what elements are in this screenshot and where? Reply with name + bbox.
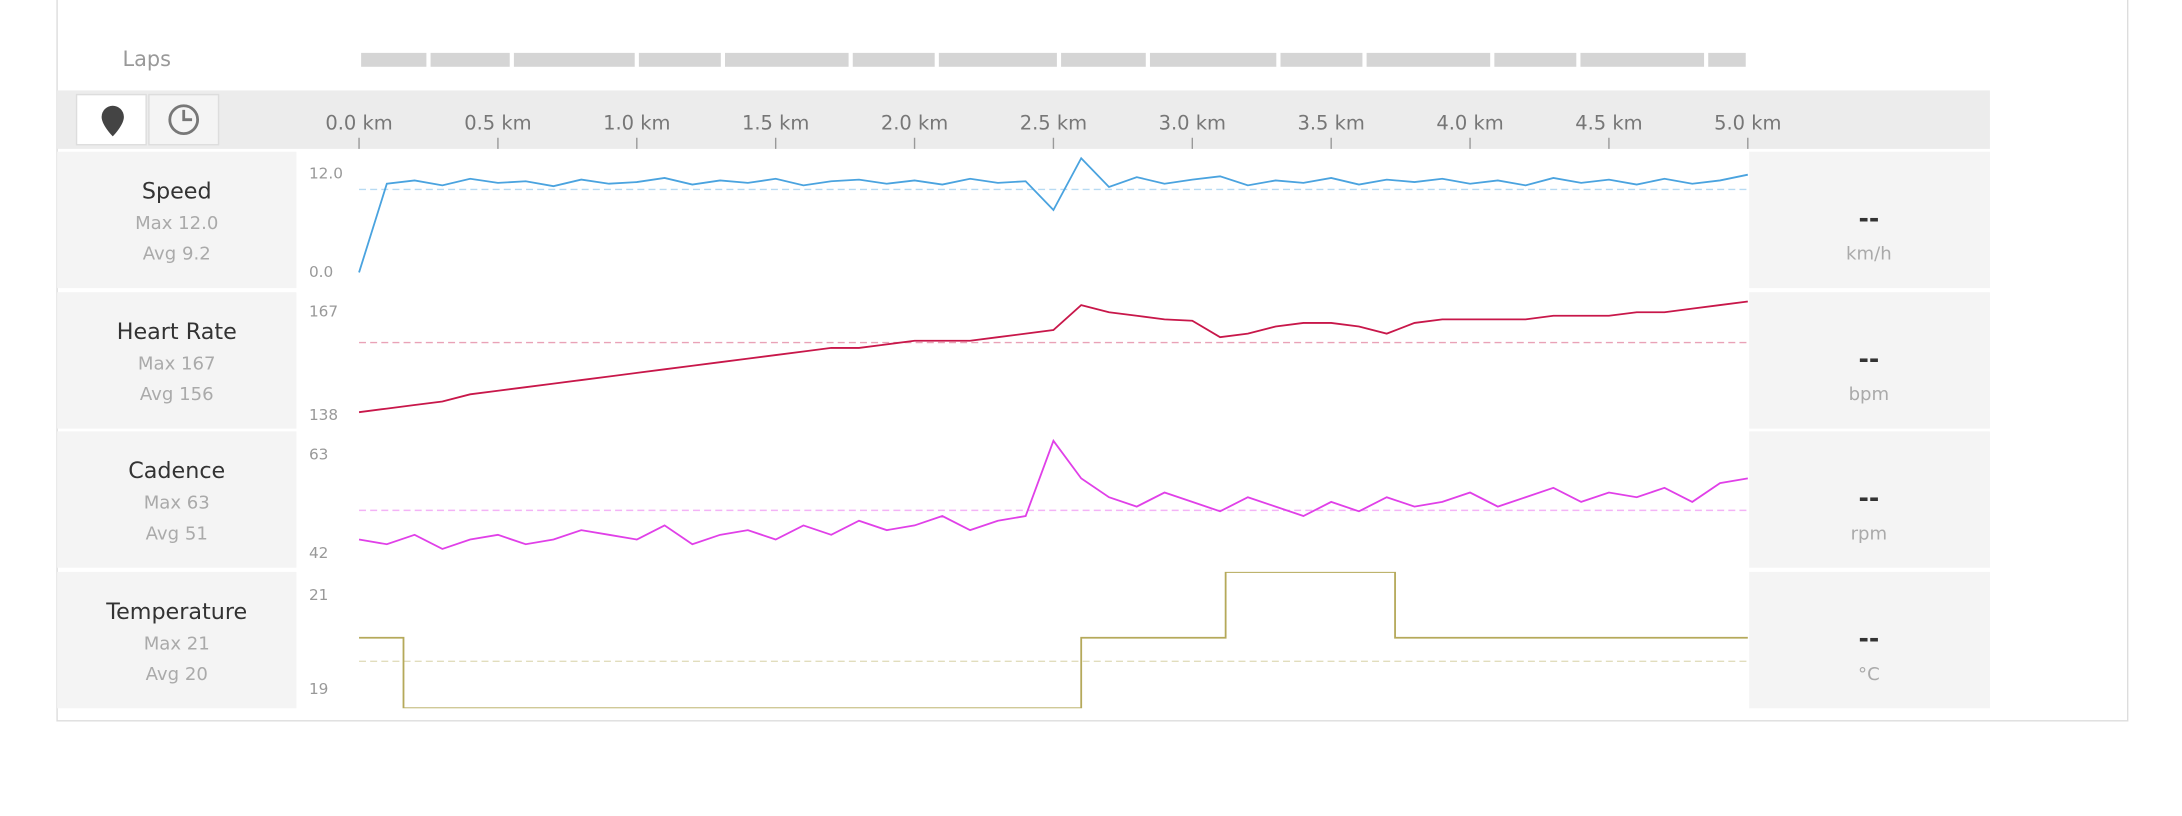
x-tick-label: 5.0 km — [1714, 111, 1781, 134]
row-stat: Max 167 — [138, 354, 216, 375]
lap-bar — [513, 52, 635, 67]
x-tick-label: 0.5 km — [464, 111, 531, 134]
y-tick-label: 19 — [309, 680, 328, 698]
data-line — [358, 438, 1748, 550]
y-tick-label: 167 — [309, 303, 338, 321]
current-value: -- — [1858, 624, 1879, 653]
clock-hands — [182, 109, 193, 122]
map-toggle[interactable] — [75, 93, 147, 146]
row-right — [1749, 431, 1990, 568]
laps-label: Laps — [122, 47, 171, 71]
row-left — [57, 571, 297, 709]
data-line — [358, 156, 1748, 273]
lap-bar — [430, 52, 510, 67]
x-tick-label: 1.0 km — [603, 111, 670, 134]
x-tick-label: 3.0 km — [1159, 111, 1226, 134]
row-left — [57, 292, 297, 429]
lap-bar — [1149, 52, 1277, 67]
row-left — [57, 431, 297, 568]
y-tick-label: 42 — [309, 544, 328, 562]
x-tick-label: 4.5 km — [1575, 111, 1642, 134]
lap-bar — [361, 52, 427, 67]
lap-bar — [638, 52, 721, 67]
lap-bar — [724, 52, 849, 67]
row-title: Cadence — [128, 458, 225, 484]
row-right — [1749, 292, 1990, 429]
lap-bar — [1061, 52, 1146, 67]
x-tick-label: 1.5 km — [742, 111, 809, 134]
lap-bar — [1494, 52, 1577, 67]
lap-bar — [938, 52, 1057, 67]
current-value: -- — [1858, 484, 1879, 513]
row-title: Heart Rate — [117, 319, 237, 345]
x-tick-label: 2.0 km — [881, 111, 948, 134]
lap-bar — [1280, 52, 1363, 67]
pin-icon — [101, 105, 124, 137]
data-line — [359, 571, 1748, 709]
row-stat: Avg 20 — [146, 664, 208, 685]
current-value: -- — [1858, 204, 1879, 233]
row-left — [57, 151, 297, 289]
lap-bar — [1708, 52, 1746, 67]
x-tick-label: 0.0 km — [325, 111, 392, 134]
row-title: Speed — [142, 179, 212, 205]
row-stat: Max 12.0 — [135, 213, 218, 234]
x-tick-label: 2.5 km — [1020, 111, 1087, 134]
axis-band — [57, 90, 1990, 149]
y-tick-label: 63 — [309, 445, 328, 463]
y-tick-label: 138 — [309, 406, 338, 424]
row-right — [1749, 571, 1990, 709]
unit-label: rpm — [1851, 523, 1888, 544]
row-stat: Avg 9.2 — [143, 244, 211, 265]
unit-label: °C — [1858, 664, 1880, 685]
plot-area — [296, 292, 1750, 429]
y-tick-label: 12.0 — [309, 164, 343, 182]
row-right — [1749, 151, 1990, 289]
plot-area — [296, 151, 1750, 289]
y-tick-label: 0.0 — [309, 263, 333, 281]
row-stat: Avg 156 — [140, 384, 214, 405]
lap-bar — [1366, 52, 1491, 67]
clock-icon — [168, 104, 200, 135]
unit-label: km/h — [1846, 244, 1892, 265]
current-value: -- — [1858, 344, 1879, 373]
plot-area — [296, 431, 1750, 568]
data-line — [358, 300, 1748, 414]
row-title: Temperature — [105, 599, 247, 625]
lap-bar — [1580, 52, 1705, 67]
y-tick-label: 21 — [309, 586, 328, 604]
x-tick-label: 4.0 km — [1436, 111, 1503, 134]
lap-bar — [852, 52, 935, 67]
row-stat: Max 63 — [144, 493, 210, 514]
row-stat: Max 21 — [144, 633, 210, 654]
unit-label: bpm — [1849, 384, 1890, 405]
x-tick-label: 3.5 km — [1297, 111, 1364, 134]
time-toggle[interactable] — [148, 93, 220, 146]
plot-area — [296, 571, 1750, 709]
row-stat: Avg 51 — [146, 523, 208, 544]
